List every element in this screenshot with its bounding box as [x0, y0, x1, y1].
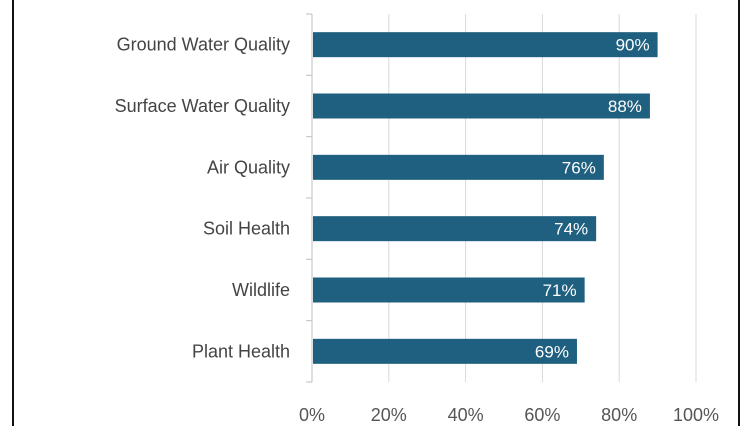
right-border [738, 0, 740, 426]
category-label: Plant Health [192, 341, 290, 361]
bar [313, 338, 577, 364]
category-label: Surface Water Quality [115, 96, 290, 116]
bar [313, 154, 604, 180]
bar [313, 277, 585, 303]
x-tick-label: 20% [371, 405, 407, 425]
data-label: 74% [554, 220, 588, 239]
data-label: 69% [535, 342, 569, 361]
gridlines [388, 14, 697, 382]
x-tick-label: 60% [524, 405, 560, 425]
category-label: Soil Health [203, 219, 290, 239]
left-border [12, 0, 14, 426]
bars [313, 32, 658, 364]
category-label: Wildlife [232, 280, 290, 300]
bar [313, 93, 650, 119]
axes [306, 13, 313, 383]
x-tick-label: 100% [673, 405, 719, 425]
x-tick-label: 0% [299, 405, 325, 425]
x-tick-label: 80% [601, 405, 637, 425]
x-tick-label: 40% [448, 405, 484, 425]
category-label: Air Quality [207, 157, 290, 177]
labels: 0% 20% 40% 60% 80% 100% Ground Water Quality 90… [115, 35, 719, 425]
data-label: 71% [543, 281, 577, 300]
data-label: 90% [616, 36, 650, 55]
data-label: 88% [608, 97, 642, 116]
bar [313, 32, 658, 58]
data-label: 76% [562, 158, 596, 177]
category-label: Ground Water Quality [117, 35, 290, 55]
bar [313, 216, 597, 242]
